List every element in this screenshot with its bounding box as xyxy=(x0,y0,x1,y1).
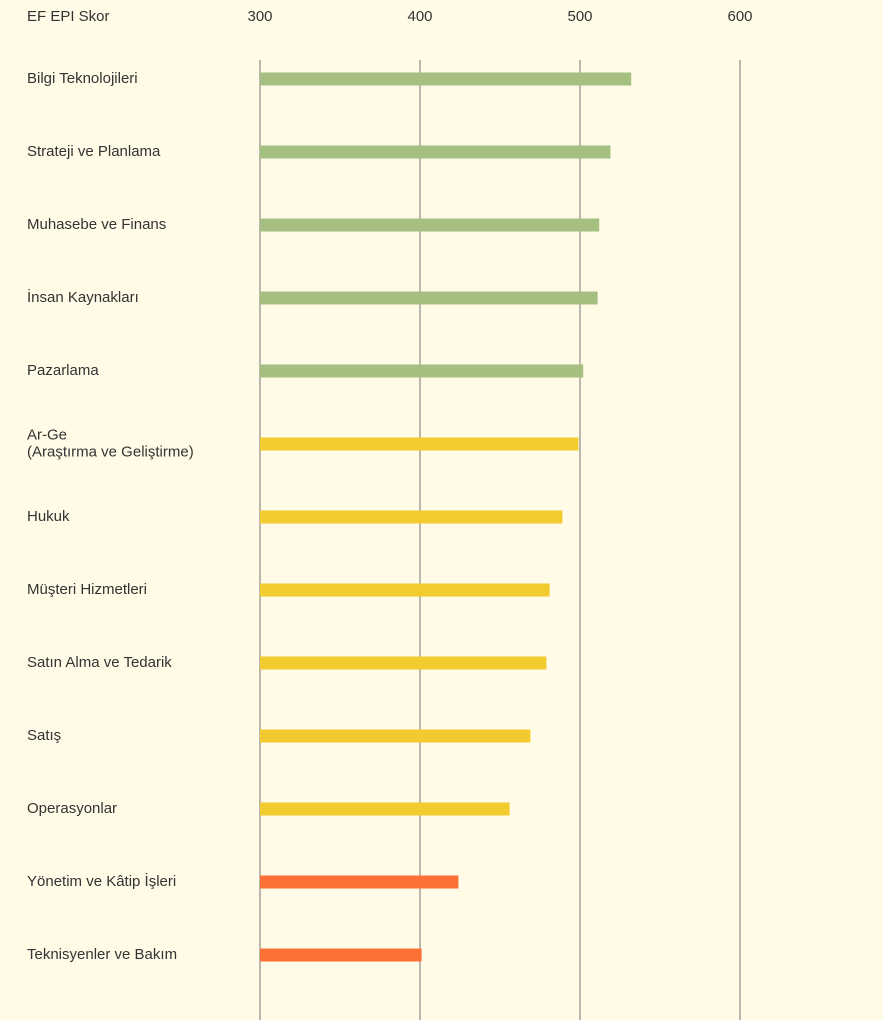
category-label: Pazarlama xyxy=(27,362,99,379)
x-tick-label: 400 xyxy=(407,8,432,25)
category-label: Hukuk xyxy=(27,508,70,525)
category-label: İnsan Kaynakları xyxy=(27,288,139,306)
category-label: Strateji ve Planlama xyxy=(27,143,161,160)
bar xyxy=(260,656,547,670)
bar xyxy=(260,729,531,743)
category-label: Müşteri Hizmetleri xyxy=(27,581,147,598)
bar xyxy=(260,72,632,86)
bar xyxy=(260,583,550,597)
category-label: Ar-Ge (Araştırma ve Geliştirme) xyxy=(27,426,194,460)
bar xyxy=(260,948,422,962)
bar xyxy=(260,802,510,816)
category-label: Operasyonlar xyxy=(27,800,117,817)
axis-title: EF EPI Skor xyxy=(27,8,110,25)
category-label: Satış xyxy=(27,727,61,744)
category-label: Teknisyenler ve Bakım xyxy=(27,946,177,963)
bar xyxy=(260,291,598,305)
bar xyxy=(260,510,563,524)
x-tick-label: 600 xyxy=(727,8,752,25)
bar xyxy=(260,875,459,889)
category-label: Muhasebe ve Finans xyxy=(27,216,166,233)
category-label: Yönetim ve Kâtip İşleri xyxy=(27,872,176,890)
category-label: Satın Alma ve Tedarik xyxy=(27,654,172,671)
bar xyxy=(260,437,579,451)
bar xyxy=(260,145,611,159)
bar xyxy=(260,364,584,378)
x-tick-label: 300 xyxy=(247,8,272,25)
x-tick-label: 500 xyxy=(567,8,592,25)
category-label: Bilgi Teknolojileri xyxy=(27,70,138,87)
bar xyxy=(260,218,600,232)
